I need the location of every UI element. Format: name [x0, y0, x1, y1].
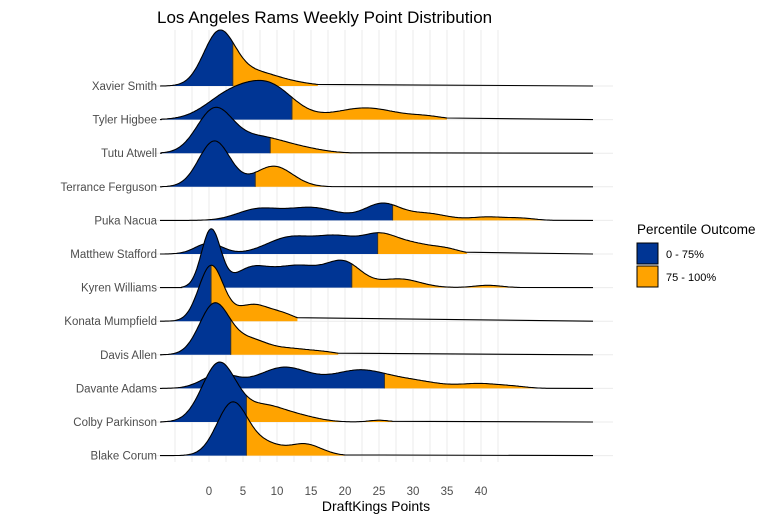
legend-swatch-75-100	[636, 265, 659, 288]
ridge-fill-75-100	[211, 265, 298, 322]
y-axis-label: Terrance Ferguson	[60, 182, 157, 194]
y-axis-label: Xavier Smith	[92, 81, 157, 93]
legend-swatch-0-75	[636, 242, 659, 265]
legend: Percentile Outcome 0 - 75% 75 - 100%	[636, 222, 756, 288]
ridge-outline	[160, 228, 594, 289]
ridge-fill-0-75	[161, 401, 247, 456]
ridge-fill-75-100	[246, 415, 345, 456]
ridge-fill-0-75	[161, 265, 212, 322]
y-axis-label: Puka Nacua	[94, 215, 157, 227]
ridge-fill-75-100	[270, 137, 352, 154]
y-axis-label: Tyler Higbee	[92, 115, 157, 127]
legend-label-75-100: 75 - 100%	[666, 272, 716, 284]
x-tick-label: 30	[407, 486, 420, 498]
ridges	[160, 29, 594, 457]
legend-label-0-75: 0 - 75%	[666, 249, 704, 261]
ridge-outline	[160, 401, 594, 457]
y-axis-label: Davis Allen	[100, 350, 157, 362]
ridge-fill-75-100	[255, 166, 332, 187]
y-axis-label: Tutu Atwell	[101, 148, 157, 160]
x-tick-label: 40	[475, 486, 488, 498]
x-tick-label: 5	[240, 486, 246, 498]
x-tick-label: 35	[441, 486, 454, 498]
y-axis-labels: Xavier Smith Tyler Higbee Tutu Atwell Terra…	[60, 81, 157, 463]
chart-title: Los Angeles Rams Weekly Point Distributi…	[157, 8, 492, 27]
ridge-kyren-williams	[160, 228, 594, 289]
x-tick-label: 0	[206, 486, 212, 498]
ridge-outline	[160, 302, 594, 356]
ridge-fill-0-75	[161, 30, 233, 86]
ridge-fill-75-100	[377, 232, 468, 254]
ridge-davis-allen	[160, 302, 594, 356]
x-axis-label: DraftKings Points	[322, 498, 430, 514]
y-axis-label: Kyren Williams	[81, 283, 157, 295]
ridge-fill-75-100	[392, 204, 556, 221]
ridge-outline	[160, 202, 594, 221]
ridge-tutu-atwell	[160, 106, 594, 154]
y-axis-label: Colby Parkinson	[73, 417, 157, 429]
x-axis-ticks: 0 5 10 15 20 25 30 35 40	[206, 486, 488, 498]
ridge-matthew-stafford	[160, 232, 594, 255]
ridge-outline	[160, 264, 594, 322]
ridge-outline	[160, 29, 594, 87]
ridge-xavier-smith	[160, 29, 594, 87]
ridge-outline	[160, 140, 594, 188]
x-tick-label: 10	[271, 486, 284, 498]
ridge-fill-0-75	[161, 302, 231, 355]
ridge-fill-75-100	[384, 373, 549, 389]
ridge-outline	[160, 106, 594, 154]
ridge-fill-75-100	[351, 263, 522, 288]
ridge-fill-0-75	[161, 107, 271, 154]
y-axis-label: Konata Mumpfield	[64, 316, 157, 328]
ridge-outline	[160, 361, 594, 423]
ridge-fill-75-100	[230, 319, 339, 355]
y-axis-label: Matthew Stafford	[70, 249, 157, 261]
ridge-fill-0-75	[161, 80, 292, 120]
ridge-fill-0-75	[161, 140, 256, 187]
ridge-tyler-higbee	[160, 79, 594, 121]
ridge-puka-nacua	[160, 202, 594, 221]
ridge-fill-75-100	[246, 395, 393, 422]
ridge-terrance-ferguson	[160, 140, 594, 188]
ridge-fill-0-75	[161, 362, 247, 422]
x-tick-label: 15	[305, 486, 318, 498]
ridge-fill-0-75	[188, 203, 393, 221]
x-tick-label: 20	[339, 486, 352, 498]
y-axis-label: Blake Corum	[91, 451, 157, 463]
y-axis-label: Davante Adams	[76, 383, 157, 395]
ridge-fill-75-100	[232, 42, 318, 86]
x-tick-label: 25	[373, 486, 386, 498]
ridge-outline	[160, 79, 594, 121]
ridge-blake-corum	[160, 401, 594, 457]
ridge-fill-0-75	[181, 228, 352, 288]
legend-title: Percentile Outcome	[637, 222, 756, 237]
